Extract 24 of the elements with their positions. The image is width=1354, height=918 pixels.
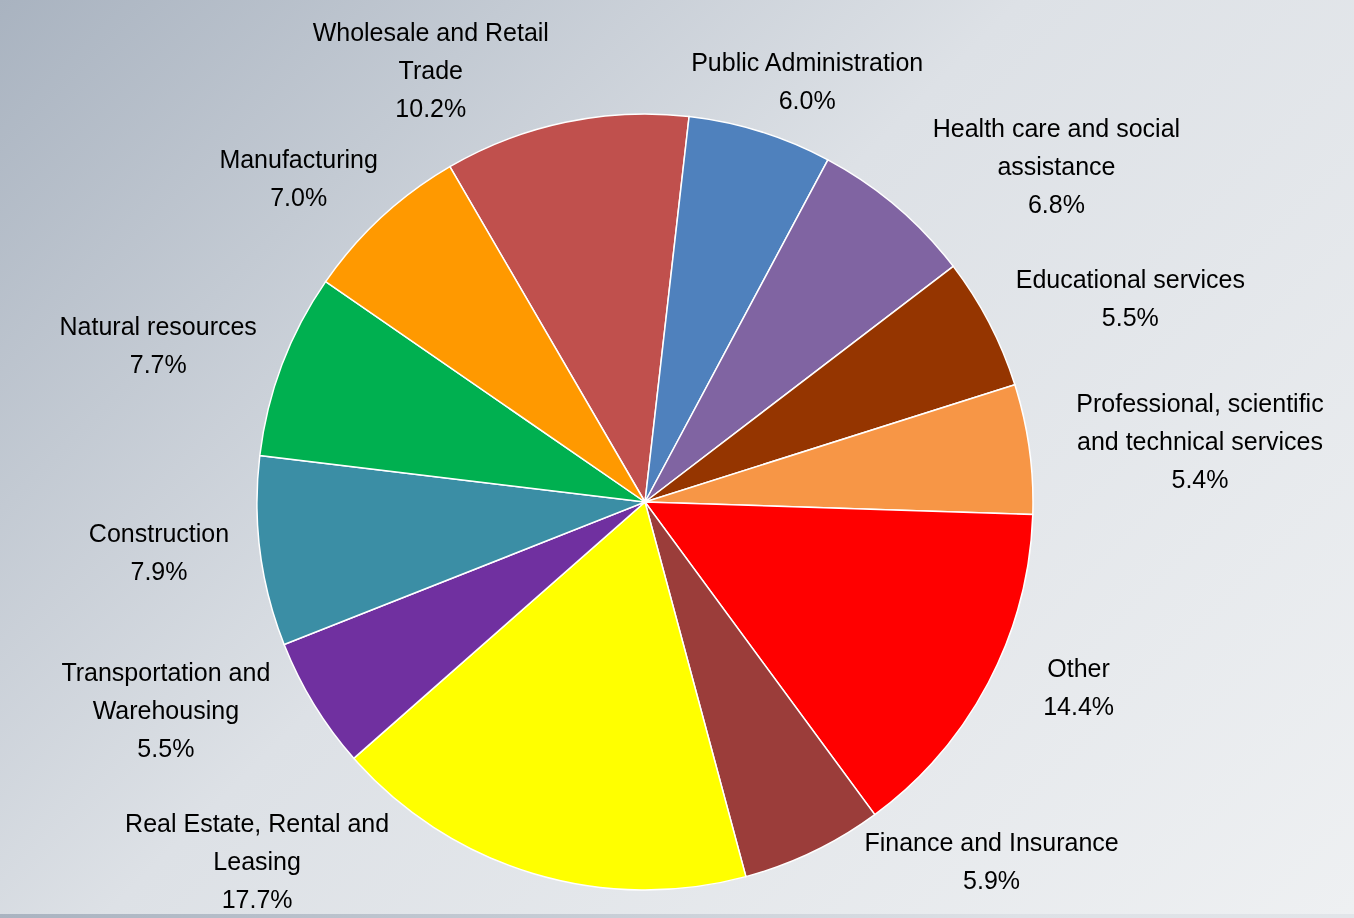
- slice-label: Other: [1047, 654, 1110, 683]
- data-label: 14.4%: [1043, 692, 1115, 721]
- slice-label: Public Administration: [691, 47, 924, 76]
- slice-label: Educational services: [1015, 264, 1245, 293]
- data-label: 17.7%: [221, 885, 293, 913]
- slice-label: Natural resources: [59, 312, 257, 341]
- slice-label: Manufacturing: [219, 145, 378, 174]
- data-label: 10.2%: [395, 94, 467, 123]
- data-label: 5.5%: [1101, 302, 1159, 331]
- data-label: 5.5%: [137, 733, 195, 762]
- slice-label: Construction: [88, 519, 230, 548]
- data-label: 5.4%: [1171, 464, 1229, 493]
- slice-label: Wholesale and Retail Trade: [312, 18, 549, 85]
- slice-label: Professional, scientific and technical services: [1076, 388, 1324, 455]
- slice-label: Real Estate, Rental and Leasing: [125, 809, 390, 875]
- data-label: 6.8%: [1027, 189, 1085, 218]
- data-label: 7.9%: [130, 557, 188, 586]
- data-label: 5.9%: [963, 866, 1021, 895]
- slice-label: Finance and Insurance: [864, 828, 1119, 857]
- data-label: 7.7%: [129, 350, 187, 379]
- slice-label: Transportation and Warehousing: [61, 657, 271, 724]
- data-label: 6.0%: [778, 85, 836, 114]
- data-label: 7.0%: [270, 183, 328, 212]
- slice-label: Health care and social assistance: [932, 113, 1181, 180]
